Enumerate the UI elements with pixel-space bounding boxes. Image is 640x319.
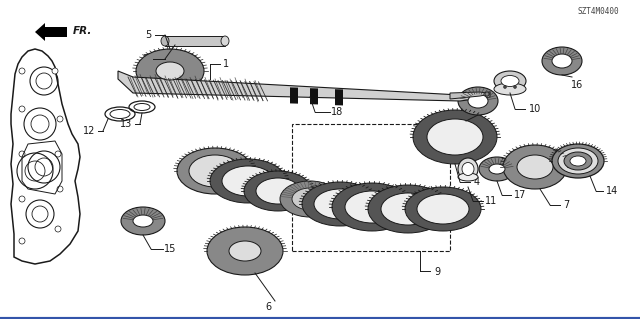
Ellipse shape: [121, 207, 165, 235]
Ellipse shape: [458, 87, 498, 115]
Ellipse shape: [501, 76, 519, 86]
Ellipse shape: [381, 193, 435, 225]
Ellipse shape: [280, 181, 340, 217]
Ellipse shape: [458, 158, 478, 180]
Ellipse shape: [417, 194, 469, 224]
Polygon shape: [310, 88, 318, 104]
Circle shape: [485, 92, 489, 96]
Ellipse shape: [368, 185, 448, 233]
Ellipse shape: [413, 110, 497, 164]
Ellipse shape: [345, 191, 399, 223]
Ellipse shape: [156, 62, 184, 80]
Text: FR.: FR.: [73, 26, 92, 36]
Ellipse shape: [136, 49, 204, 93]
Polygon shape: [165, 36, 225, 46]
Ellipse shape: [462, 162, 474, 175]
Polygon shape: [335, 89, 343, 106]
Ellipse shape: [189, 155, 241, 187]
Ellipse shape: [458, 173, 478, 181]
Ellipse shape: [221, 36, 229, 46]
Ellipse shape: [517, 155, 553, 179]
Text: 12: 12: [83, 126, 95, 136]
Ellipse shape: [494, 83, 526, 95]
Ellipse shape: [222, 166, 274, 196]
Circle shape: [504, 85, 506, 88]
Ellipse shape: [229, 241, 261, 261]
Ellipse shape: [468, 94, 488, 108]
Ellipse shape: [177, 148, 253, 194]
Text: 4: 4: [474, 177, 480, 187]
Circle shape: [19, 196, 25, 202]
Text: 16: 16: [571, 80, 583, 90]
Ellipse shape: [503, 145, 567, 189]
Circle shape: [19, 238, 25, 244]
Text: 10: 10: [529, 104, 541, 114]
Circle shape: [19, 68, 25, 74]
Text: 18: 18: [331, 107, 343, 117]
Circle shape: [57, 116, 63, 122]
Polygon shape: [290, 87, 298, 104]
Polygon shape: [450, 92, 490, 99]
Text: 11: 11: [485, 196, 497, 206]
Ellipse shape: [133, 215, 153, 227]
Ellipse shape: [244, 171, 312, 211]
Ellipse shape: [494, 71, 526, 91]
Text: 13: 13: [120, 119, 132, 129]
Ellipse shape: [552, 54, 572, 68]
Ellipse shape: [210, 159, 286, 203]
Text: SZT4M0400: SZT4M0400: [577, 6, 619, 16]
Text: 7: 7: [563, 200, 569, 210]
Ellipse shape: [489, 164, 505, 174]
Ellipse shape: [292, 188, 328, 210]
Circle shape: [19, 106, 25, 112]
Text: 6: 6: [265, 302, 271, 312]
Text: 1: 1: [223, 59, 229, 69]
Text: 2: 2: [142, 54, 148, 64]
Text: 9: 9: [434, 267, 440, 277]
Text: 5: 5: [145, 30, 151, 40]
Text: 14: 14: [606, 186, 618, 196]
Ellipse shape: [302, 182, 378, 226]
Ellipse shape: [405, 187, 481, 231]
Ellipse shape: [332, 183, 412, 231]
Ellipse shape: [558, 148, 598, 174]
Text: 16: 16: [465, 124, 477, 134]
Polygon shape: [35, 23, 67, 41]
Ellipse shape: [207, 227, 283, 275]
Circle shape: [52, 68, 58, 74]
Circle shape: [55, 151, 61, 157]
Ellipse shape: [570, 156, 586, 166]
Circle shape: [19, 151, 25, 157]
Text: 17: 17: [514, 190, 526, 200]
Circle shape: [55, 226, 61, 232]
Circle shape: [513, 85, 516, 88]
Ellipse shape: [479, 157, 515, 181]
Polygon shape: [118, 71, 490, 101]
Circle shape: [57, 186, 63, 192]
Ellipse shape: [427, 119, 483, 155]
Ellipse shape: [564, 152, 592, 170]
Ellipse shape: [314, 189, 366, 219]
Ellipse shape: [256, 178, 300, 204]
Ellipse shape: [542, 47, 582, 75]
Ellipse shape: [161, 36, 169, 46]
Ellipse shape: [552, 144, 604, 178]
Text: 15: 15: [164, 244, 176, 254]
